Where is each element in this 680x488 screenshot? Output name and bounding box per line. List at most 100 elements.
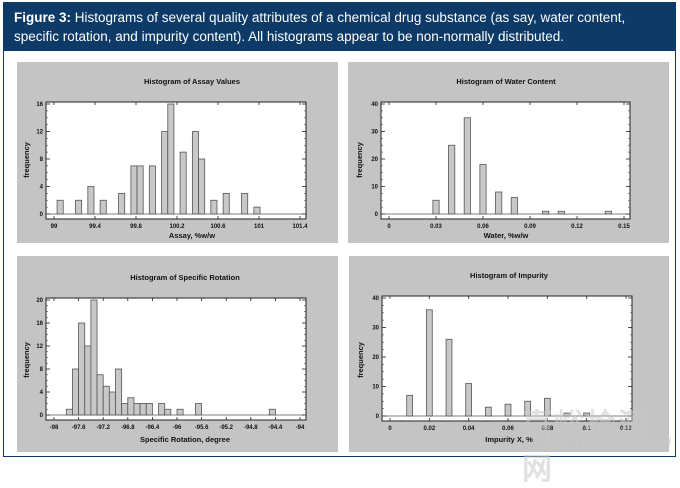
histogram-svg: 0 10 20 30 40 0 0.03 0.06 0.09 0.12 0.15 Histogram … [355, 77, 631, 240]
y-tick-label: 0 [376, 414, 380, 420]
histogram-bar [222, 192, 230, 215]
plot-area [381, 295, 633, 422]
x-tick-label: 99 [51, 224, 58, 230]
y-tick-label: 40 [372, 296, 379, 302]
histogram-bar [148, 165, 156, 215]
histogram-svg: 0 10 20 30 40 0 0.02 0.04 0.06 0.08 0.1 0.12 Histogr… [356, 271, 633, 444]
x-tick-label: 0.06 [477, 224, 489, 230]
histogram-bar [167, 103, 175, 215]
y-tick-label: 4 [40, 390, 44, 396]
histogram-bar [495, 191, 503, 215]
y-tick-label: 0 [40, 212, 44, 218]
histogram-bar [583, 412, 591, 417]
figure-caption: Figure 3: Histograms of several quality … [4, 3, 675, 51]
y-tick-label: 4 [40, 185, 44, 191]
histogram-bar [115, 368, 123, 416]
x-tick-label: 0.06 [502, 426, 514, 432]
y-tick-label: 16 [36, 102, 43, 108]
histogram-bar [161, 131, 169, 215]
histogram-bar [136, 165, 144, 215]
histogram-bar [463, 117, 471, 215]
histogram-bar [78, 322, 86, 416]
x-tick-label: 0.12 [620, 426, 632, 432]
plot-area [380, 101, 631, 220]
histogram-bar [465, 383, 473, 417]
histogram-bar [130, 165, 138, 215]
x-tick-label: 0.09 [524, 224, 536, 230]
histogram-bar [139, 403, 147, 416]
histogram-bar [253, 206, 261, 215]
x-tick-label: 0.15 [618, 224, 630, 230]
x-tick-label: 101.4 [292, 224, 308, 230]
y-tick-label: 20 [372, 355, 379, 361]
chart-title: Histogram of Assay Values [144, 77, 240, 86]
histogram-bar [484, 406, 492, 417]
y-axis-label: frequency [355, 141, 364, 178]
chart-title: Histogram of Water Content [456, 77, 556, 86]
histogram-bar [510, 197, 518, 215]
histogram-bar [542, 210, 550, 215]
water-histogram-panel: 0 10 20 30 40 0 0.03 0.06 0.09 0.12 0.15 Histogram … [348, 62, 669, 243]
x-tick-label: 0.02 [423, 426, 435, 432]
y-tick-label: 20 [36, 298, 43, 304]
x-tick-label: -97.2 [96, 425, 110, 431]
histogram-bar [102, 385, 110, 416]
y-tick-label: 10 [372, 385, 379, 391]
x-tick-label: 0 [388, 426, 392, 432]
histogram-svg: 0 4 8 12 16 99 99.4 99.8 100.2 100.6 101 101.4 Histo… [22, 77, 308, 240]
x-tick-label: 0 [387, 224, 391, 230]
x-tick-label: -96.8 [121, 425, 135, 431]
y-tick-label: 0 [375, 212, 379, 218]
x-tick-label: -97.6 [72, 425, 86, 431]
y-axis-label: frequency [356, 341, 365, 378]
chart-title: Histogram of Impurity [470, 271, 549, 280]
x-axis-label: Water, %w/w [484, 231, 529, 240]
histogram-bar [406, 394, 414, 417]
histogram-bar [65, 408, 73, 416]
histogram-bar [179, 151, 187, 215]
x-tick-label: 0.04 [463, 426, 475, 432]
x-tick-label: 0.03 [430, 224, 442, 230]
x-tick-label: -96.4 [146, 425, 160, 431]
x-tick-label: 101 [254, 224, 265, 230]
caption-label: Figure 3: [14, 10, 72, 25]
x-tick-label: 99.4 [89, 224, 101, 230]
histogram-bar [195, 403, 202, 416]
x-tick-label: -94 [296, 425, 305, 431]
y-tick-label: 12 [36, 344, 43, 350]
histogram-bar [90, 299, 98, 416]
x-tick-label: -98 [50, 425, 59, 431]
assay-histogram-panel: 0 4 8 12 16 99 99.4 99.8 100.2 100.6 101 101.4 Histo… [17, 62, 338, 243]
y-tick-label: 0 [40, 413, 44, 419]
y-tick-label: 30 [371, 130, 378, 136]
histogram-bar [118, 192, 126, 215]
x-axis-label: Specific Rotation, degree [140, 435, 230, 444]
histogram-bar [121, 403, 129, 416]
histogram-bar [127, 397, 135, 416]
y-tick-label: 16 [36, 321, 43, 327]
histogram-bar [164, 408, 172, 416]
histogram-bar [563, 412, 571, 417]
y-tick-label: 10 [371, 185, 378, 191]
histogram-bar [72, 368, 80, 416]
x-tick-label: -94.4 [269, 425, 283, 431]
histogram-bar [198, 158, 206, 215]
histogram-bar [176, 408, 184, 416]
y-tick-label: 40 [371, 102, 378, 108]
x-axis-label: Assay, %w/w [169, 231, 215, 240]
x-tick-label: 99.8 [130, 224, 142, 230]
histogram-bar [108, 391, 116, 416]
histogram-bar [268, 408, 276, 416]
y-tick-label: 12 [36, 130, 43, 136]
x-tick-label: 0.12 [571, 224, 583, 230]
rotation-histogram-panel: 0 4 8 12 16 20 -98 -97.6 -97.2 -96.8 -96.4 -96 -95.6… [17, 256, 338, 452]
x-tick-label: 0.08 [541, 426, 553, 432]
histogram-bar [191, 131, 199, 215]
caption-text: Histograms of several quality attributes… [14, 10, 626, 44]
x-tick-label: 0.1 [582, 426, 591, 432]
histogram-bar [56, 199, 64, 215]
histogram-bar [84, 345, 92, 416]
y-tick-label: 8 [40, 367, 44, 373]
histogram-bar [557, 210, 565, 215]
histogram-bar [524, 400, 532, 417]
